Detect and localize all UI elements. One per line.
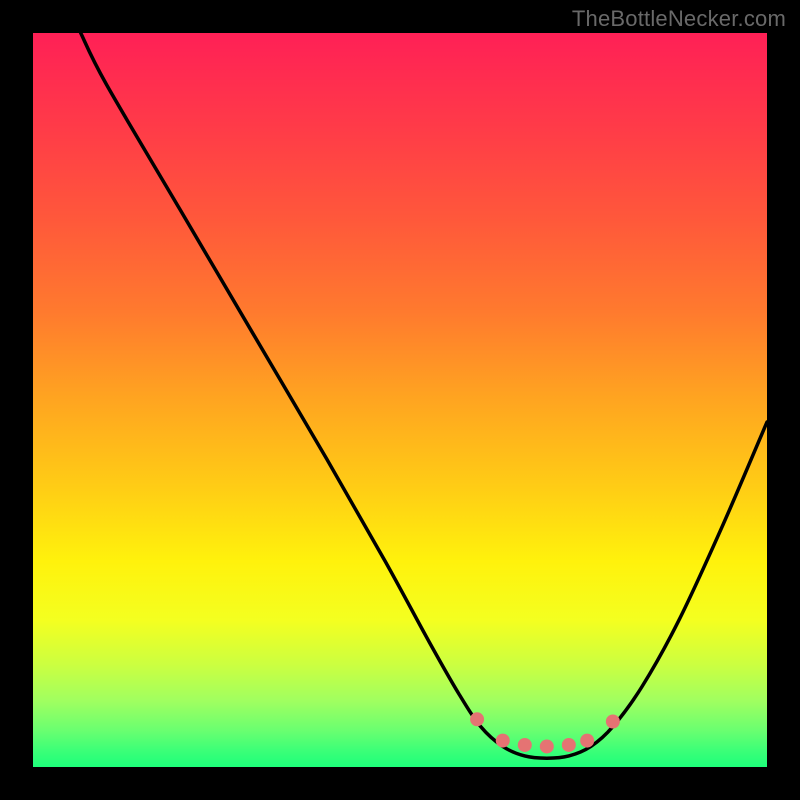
chart-plot-area: [33, 33, 767, 767]
curve-marker: [518, 738, 532, 752]
curve-marker: [562, 738, 576, 752]
bottleneck-curve-line: [81, 33, 767, 758]
curve-marker: [470, 712, 484, 726]
curve-marker: [540, 739, 554, 753]
curve-markers: [470, 712, 620, 753]
watermark-text: TheBottleNecker.com: [572, 6, 786, 32]
chart-curve: [33, 33, 767, 767]
curve-marker: [496, 734, 510, 748]
curve-marker: [580, 734, 594, 748]
curve-marker: [606, 714, 620, 728]
